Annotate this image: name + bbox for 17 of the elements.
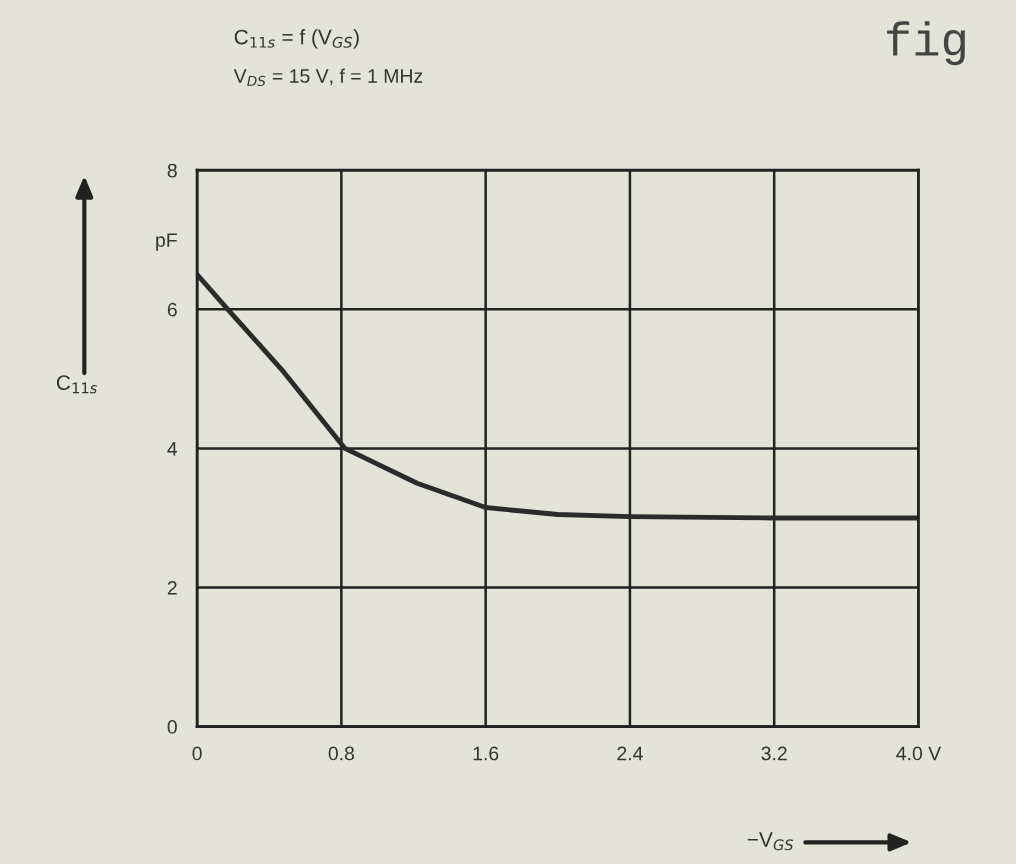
y-tick-label: 4 (167, 442, 178, 456)
x-tick-label: 0.8 (328, 746, 355, 761)
text: fig (887, 21, 965, 66)
x-tick-label: 3.2 (761, 746, 787, 761)
y-tick-label: 2 (167, 580, 177, 595)
chart-subtitle: V$_{DS}$ = 15 V, f = 1 MHz (233, 68, 423, 87)
x-tick-label: 4.0 V (896, 746, 942, 761)
x-tick-label: 1.6 (473, 746, 499, 761)
x-axis-title: −V$_{GS}$ (747, 832, 794, 851)
y-tick-label: 8 (167, 163, 177, 178)
y-tick-label: 6 (167, 302, 177, 317)
chart-title: C$_{11s}$ = f (V$_{GS}$) (234, 29, 359, 49)
x-tick-label: 0 (192, 746, 202, 761)
y-tick-label: pF (156, 233, 177, 251)
x-tick-label: 2.4 (617, 746, 643, 761)
y-axis-title: C$_{11s}$ (56, 375, 97, 394)
y-tick-label: 0 (167, 720, 177, 734)
